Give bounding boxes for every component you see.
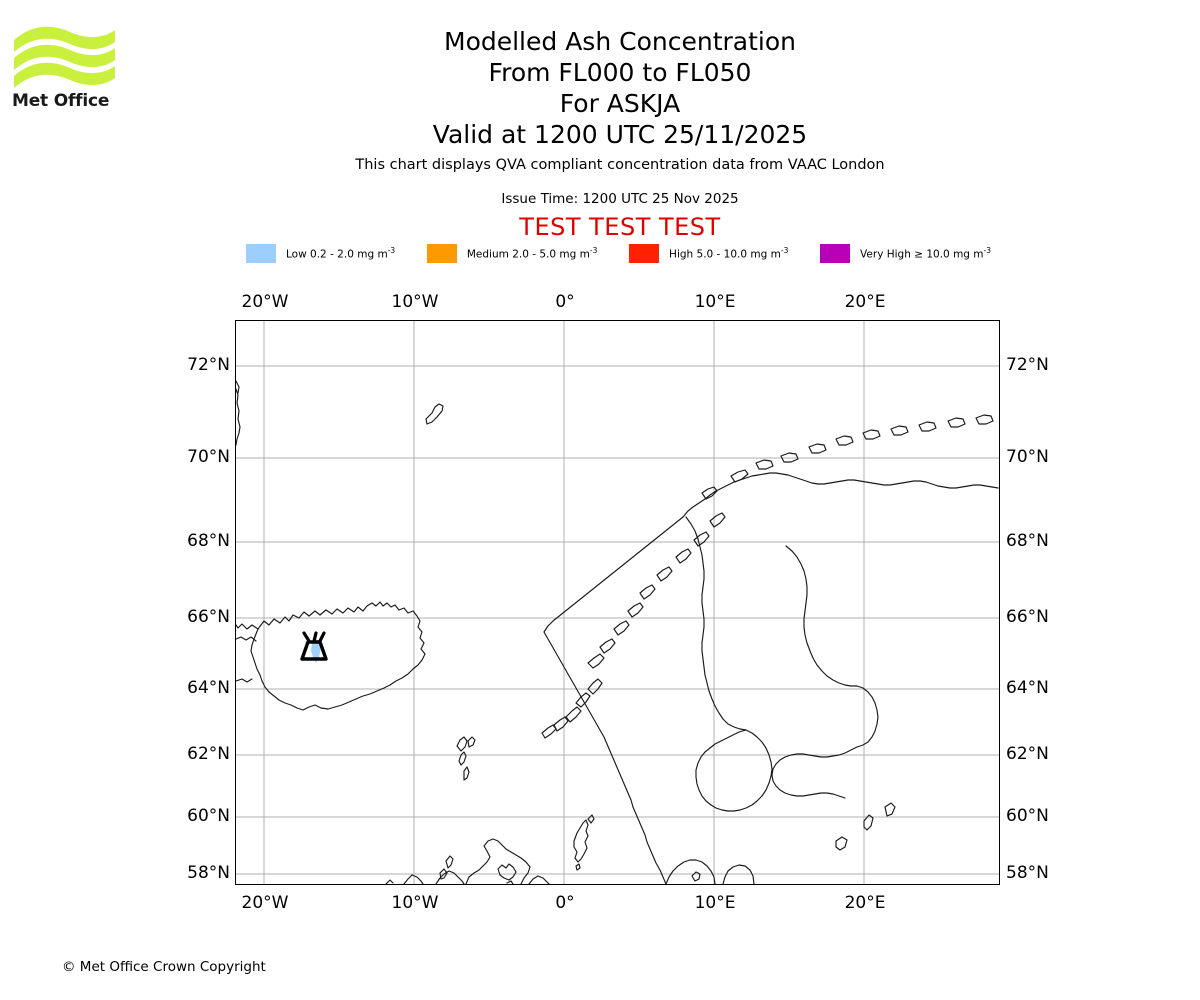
legend-swatch-medium: [426, 244, 457, 263]
lat-tick-left-60n: 60°N: [187, 806, 230, 826]
lat-tick-right-58n: 58°N: [1006, 863, 1049, 883]
title-line-main: Modelled Ash Concentration: [444, 27, 796, 56]
ash-cloud-low: [311, 639, 321, 663]
legend-swatch-low: [246, 244, 276, 263]
coastline-finnmark: [682, 472, 999, 518]
legend-entry-very-high: Very High ≥ 10.0 mg m-3: [820, 243, 991, 264]
copyright-footer: © Met Office Crown Copyright: [62, 959, 266, 975]
title-line-flight-levels: From FL000 to FL050: [488, 58, 752, 87]
coastline-sweden-south: [695, 729, 773, 812]
coastline-baltic-south: [771, 746, 858, 799]
issue-time: Issue Time: 1200 UTC 25 Nov 2025: [501, 191, 739, 207]
lat-tick-right-72n: 72°N: [1006, 355, 1049, 375]
page-title: Modelled Ash Concentration From FL000 to…: [170, 26, 1070, 150]
coastline-iceland-westfjords: [236, 623, 259, 630]
graticule-gridlines: [236, 321, 999, 884]
coastline-scotland: [465, 838, 531, 884]
coastline-hebrides: [439, 855, 454, 880]
legend-label-very-high: Very High ≥ 10.0 mg m-3: [860, 246, 992, 261]
coastline-orkney: [497, 863, 517, 884]
test-banner: TEST TEST TEST: [519, 213, 721, 241]
concentration-legend: Low 0.2 - 2.0 mg m-3 Medium 2.0 - 5.0 mg…: [246, 243, 991, 264]
met-office-logo: Met Office: [12, 22, 122, 112]
lon-tick-top-20w: 20°W: [241, 292, 289, 312]
lat-tick-left-72n: 72°N: [187, 355, 230, 375]
coastline-faroe-islands: [456, 736, 476, 781]
ash-concentration-map[interactable]: [235, 320, 1000, 885]
coastline-norway-north: [543, 516, 684, 633]
volcano-marker-askja[interactable]: [300, 631, 328, 661]
lon-tick-bottom-10w: 10°W: [391, 893, 439, 913]
coastline-baltic-islands: [835, 802, 896, 851]
lat-tick-right-64n: 64°N: [1006, 678, 1049, 698]
lat-tick-right-66n: 66°N: [1006, 607, 1049, 627]
lon-tick-bottom-0: 0°: [555, 893, 575, 913]
map-canvas: [236, 321, 999, 884]
coastline-norway-west: [543, 631, 667, 884]
lat-tick-left-70n: 70°N: [187, 447, 230, 467]
lon-tick-top-10e: 10°E: [694, 292, 736, 312]
coastline-bothnia-west: [685, 516, 747, 731]
lat-tick-left-66n: 66°N: [187, 607, 230, 627]
met-office-logo-text: Met Office: [12, 91, 110, 111]
lat-tick-right-62n: 62°N: [1006, 744, 1049, 764]
coastlines: [236, 380, 999, 884]
lon-tick-top-20e: 20°E: [844, 292, 886, 312]
legend-label-high: High 5.0 - 10.0 mg m-3: [669, 246, 789, 261]
coastline-shetland: [573, 814, 595, 871]
legend-entry-medium: Medium 2.0 - 5.0 mg m-3: [426, 243, 598, 264]
coastline-finland: [785, 545, 858, 687]
coastline-greenland: [236, 388, 241, 446]
legend-label-low: Low 0.2 - 2.0 mg m-3: [286, 246, 396, 261]
lat-tick-left-68n: 68°N: [187, 531, 230, 551]
coastline-denmark: [665, 859, 755, 884]
title-line-valid-at: Valid at 1200 UTC 25/11/2025: [432, 120, 808, 149]
legend-swatch-high: [629, 244, 660, 263]
lat-tick-right-70n: 70°N: [1006, 447, 1049, 467]
qva-note: This chart displays QVA compliant concen…: [355, 157, 885, 173]
legend-swatch-very-high: [820, 244, 851, 263]
lon-tick-top-10w: 10°W: [391, 292, 439, 312]
lon-tick-top-0: 0°: [555, 292, 575, 312]
lon-tick-bottom-20w: 20°W: [241, 893, 289, 913]
lat-tick-left-64n: 64°N: [187, 678, 230, 698]
lat-tick-left-62n: 62°N: [187, 744, 230, 764]
legend-entry-low: Low 0.2 - 2.0 mg m-3: [246, 243, 395, 264]
title-line-volcano: For ASKJA: [559, 89, 681, 118]
coastline-northern-islands: [701, 414, 994, 500]
lat-tick-left-58n: 58°N: [187, 863, 230, 883]
coastline-britain-north: [528, 875, 550, 884]
coastline-iceland: [250, 601, 426, 711]
lat-tick-right-60n: 60°N: [1006, 806, 1049, 826]
met-office-wave-icon: [14, 26, 115, 88]
legend-label-medium: Medium 2.0 - 5.0 mg m-3: [466, 246, 598, 261]
lon-tick-bottom-10e: 10°E: [694, 893, 736, 913]
coastline-jan-mayen: [425, 403, 444, 425]
lat-tick-right-68n: 68°N: [1006, 531, 1049, 551]
coastline-lofoten: [541, 512, 726, 739]
legend-entry-high: High 5.0 - 10.0 mg m-3: [629, 243, 788, 264]
lon-tick-bottom-20e: 20°E: [844, 893, 886, 913]
